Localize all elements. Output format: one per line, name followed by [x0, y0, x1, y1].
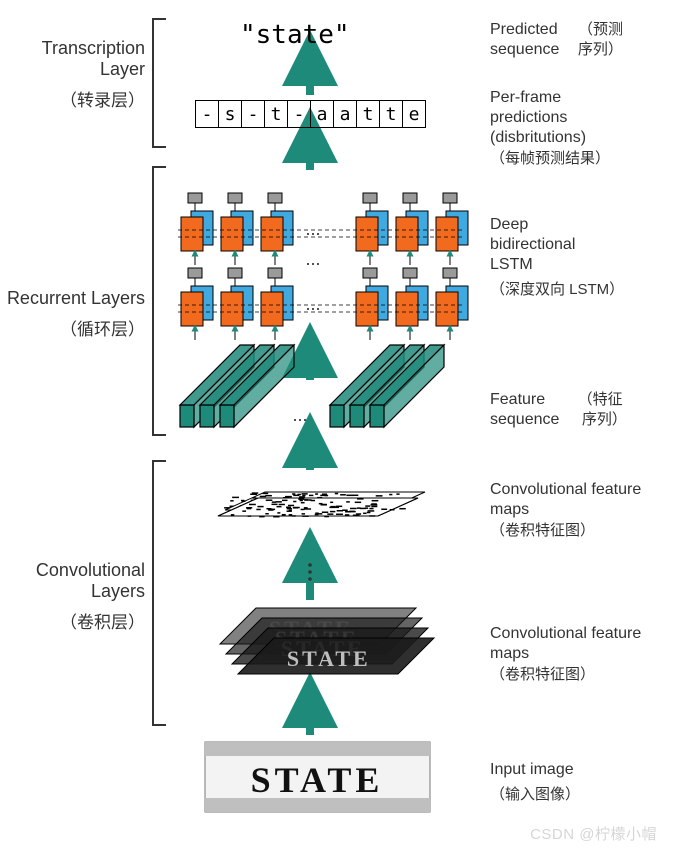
predicted-text: "state" [240, 20, 350, 50]
svg-text:...: ... [305, 294, 320, 314]
per-frame-cell: e [403, 101, 425, 127]
svg-text:STATE: STATE [287, 646, 371, 671]
svg-text:STATE: STATE [251, 760, 384, 800]
per-frame-row: -s-t-aatte [195, 100, 426, 128]
watermark: CSDN @柠檬小帽 [530, 823, 657, 844]
per-frame-cell: s [219, 101, 242, 127]
svg-text:...: ... [305, 249, 320, 269]
svg-text:...: ... [305, 219, 320, 239]
per-frame-cell: - [288, 101, 311, 127]
diagram-root: Transcription Layer （转录层） Recurrent Laye… [0, 0, 677, 852]
per-frame-cell: a [334, 101, 357, 127]
svg-text:...: ... [292, 405, 307, 425]
per-frame-cell: - [242, 101, 265, 127]
per-frame-cell: a [311, 101, 334, 127]
per-frame-cell: - [196, 101, 219, 127]
per-frame-cell: t [380, 101, 403, 127]
per-frame-cell: t [265, 101, 288, 127]
per-frame-cell: t [357, 101, 380, 127]
